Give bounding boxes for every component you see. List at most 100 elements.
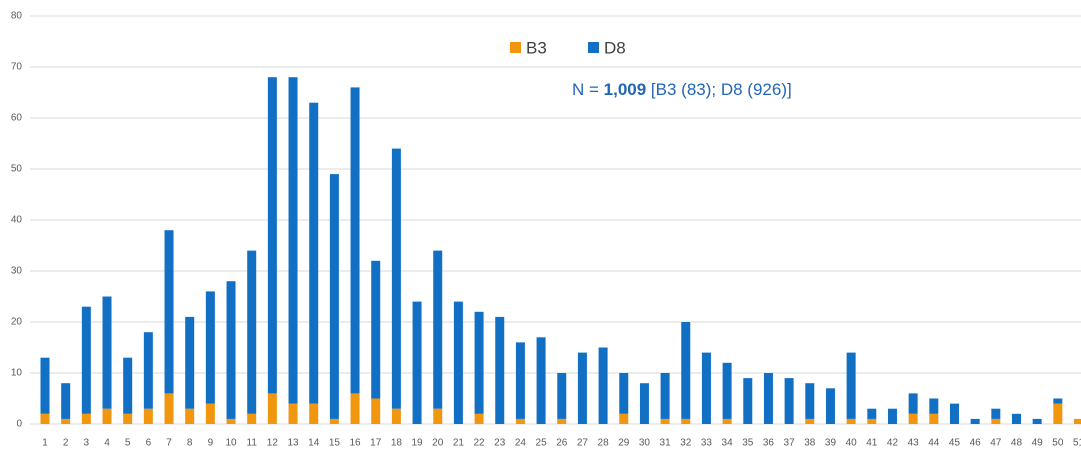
- bar-segment: [309, 102, 319, 404]
- x-tick-label: 17: [370, 438, 382, 449]
- y-tick-label: 70: [11, 62, 23, 73]
- x-tick-label: 29: [618, 438, 630, 449]
- bar-segment: [371, 260, 381, 399]
- bar-segment: [102, 408, 112, 424]
- x-tick-label: 18: [391, 438, 403, 449]
- bar-segment: [929, 413, 939, 424]
- bar-segment: [329, 418, 339, 424]
- x-tick-label: 50: [1052, 438, 1064, 449]
- bar-segment: [267, 393, 277, 424]
- bar-segment: [40, 357, 50, 414]
- bar-segment: [495, 316, 505, 424]
- bar-segment: [123, 413, 133, 424]
- bar-segment: [164, 393, 174, 424]
- bar-segment: [867, 418, 877, 424]
- x-tick-label: 45: [949, 438, 961, 449]
- bar-segment: [350, 393, 360, 424]
- x-tick-label: 22: [474, 438, 486, 449]
- bar-segment: [453, 301, 463, 424]
- bar-segment: [185, 408, 195, 424]
- x-tick-label: 47: [990, 438, 1002, 449]
- bar-segment: [577, 352, 587, 424]
- bar-segment: [681, 418, 691, 424]
- y-tick-label: 30: [11, 266, 23, 277]
- x-tick-label: 6: [146, 438, 152, 449]
- bar-segment: [288, 403, 298, 424]
- x-tick-label: 1: [42, 438, 48, 449]
- x-tick-label: 40: [846, 438, 858, 449]
- bar-segment: [247, 413, 257, 424]
- x-tick-label: 7: [166, 438, 172, 449]
- bar-segment: [143, 408, 153, 424]
- bar-segment: [1011, 413, 1021, 424]
- x-tick-label: 11: [247, 438, 258, 449]
- bar-segment: [61, 418, 71, 424]
- bar-segment: [391, 408, 401, 424]
- x-tick-label: 32: [680, 438, 692, 449]
- bar-segment: [515, 418, 525, 424]
- legend-label: B3: [526, 38, 547, 57]
- bar-segment: [412, 301, 422, 424]
- bar-segment: [557, 373, 567, 419]
- bar-segment: [143, 332, 153, 409]
- bar-segment: [660, 418, 670, 424]
- x-tick-label: 10: [225, 438, 237, 449]
- x-tick-label: 21: [453, 438, 465, 449]
- bar-segment: [929, 398, 939, 414]
- bar-segment: [474, 413, 484, 424]
- x-tick-label: 28: [598, 438, 610, 449]
- x-tick-label: 46: [970, 438, 982, 449]
- bar-segment: [329, 174, 339, 419]
- annotation-detail: [B3 (83); D8 (926)]: [646, 80, 792, 99]
- bar-segment: [205, 291, 215, 404]
- bar-segment: [970, 418, 980, 424]
- y-tick-label: 60: [11, 113, 23, 124]
- x-tick-label: 41: [866, 438, 878, 449]
- bar-segment: [598, 347, 608, 424]
- bar-segment: [722, 418, 732, 424]
- bar-segment: [350, 87, 360, 394]
- y-tick-label: 50: [11, 164, 23, 175]
- y-tick-label: 40: [11, 215, 23, 226]
- x-tick-label: 4: [104, 438, 110, 449]
- x-tick-label: 2: [63, 438, 69, 449]
- bar-segment: [61, 383, 71, 419]
- x-tick-label: 33: [701, 438, 713, 449]
- x-tick-label: 19: [411, 438, 423, 449]
- x-tick-label: 49: [1032, 438, 1044, 449]
- bar-segment: [949, 403, 959, 424]
- x-tick-label: 8: [187, 438, 193, 449]
- bar-segment: [784, 378, 794, 424]
- bar-segment: [846, 352, 856, 419]
- bar-segment: [226, 281, 236, 419]
- bar-segment: [185, 316, 195, 409]
- bar-segment: [1074, 418, 1081, 424]
- bar-segment: [1032, 418, 1042, 424]
- bar-segment: [867, 408, 877, 419]
- x-tick-label: 26: [556, 438, 568, 449]
- x-tick-label: 24: [515, 438, 527, 449]
- x-tick-label: 44: [928, 438, 940, 449]
- bar-segment: [722, 362, 732, 419]
- bar-segment: [619, 373, 629, 414]
- bar-segment: [123, 357, 133, 414]
- x-tick-label: 35: [742, 438, 754, 449]
- x-tick-label: 23: [494, 438, 506, 449]
- y-tick-label: 80: [11, 11, 23, 22]
- bar-segment: [288, 77, 298, 404]
- bar-segment: [81, 413, 91, 424]
- bar-segment: [309, 403, 319, 424]
- bar-segment: [391, 148, 401, 409]
- bar-segment: [40, 413, 50, 424]
- bar-segment: [887, 408, 897, 424]
- x-tick-label: 15: [329, 438, 341, 449]
- bar-segment: [267, 77, 277, 394]
- bar-segment: [433, 250, 443, 409]
- y-tick-label: 20: [11, 317, 23, 328]
- bar-segment: [474, 311, 484, 414]
- x-tick-label: 9: [208, 438, 214, 449]
- bar-segment: [846, 418, 856, 424]
- bar-segment: [743, 378, 753, 424]
- x-tick-label: 42: [887, 438, 899, 449]
